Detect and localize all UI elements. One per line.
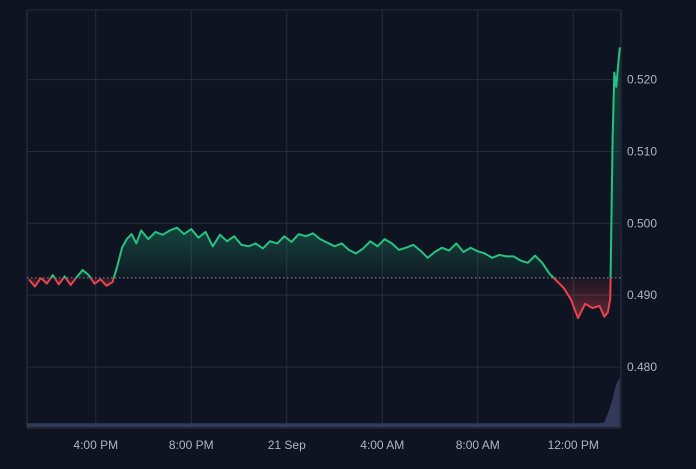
price-line-down <box>89 277 115 287</box>
area-fill-up <box>610 47 620 278</box>
x-axis: 4:00 PM 8:00 PM 21 Sep 4:00 AM 8:00 AM 12:00 … <box>73 438 599 452</box>
x-tick-label: 8:00 PM <box>169 438 214 452</box>
y-tick-label: 0.480 <box>627 360 657 374</box>
x-tick-label: 8:00 AM <box>456 438 500 452</box>
x-tick-label: 4:00 PM <box>73 438 118 452</box>
y-tick-label: 0.510 <box>627 144 657 158</box>
price-line-up <box>609 47 621 278</box>
y-tick-label: 0.520 <box>627 73 657 87</box>
price-line-down <box>40 277 52 285</box>
x-tick-label: 4:00 AM <box>360 438 404 452</box>
price-line-down <box>53 277 65 286</box>
price-line-down <box>64 277 77 287</box>
y-tick-label: 0.490 <box>627 288 657 302</box>
area-fill-up <box>76 269 91 278</box>
y-tick-label: 0.500 <box>627 216 657 230</box>
price-line-up <box>49 274 56 279</box>
x-tick-label: 12:00 PM <box>548 438 599 452</box>
price-line-up <box>75 268 92 279</box>
area-fill-down <box>28 277 41 287</box>
price-line-down <box>28 277 42 288</box>
y-axis: 0.480 0.490 0.500 0.510 0.520 <box>627 73 657 374</box>
price-line-down <box>552 277 612 320</box>
grid-lines <box>26 9 622 429</box>
plot-background <box>27 10 621 428</box>
area-fill-up <box>113 227 554 278</box>
x-tick-label: 21 Sep <box>268 438 306 452</box>
price-line-up <box>112 226 555 279</box>
price-series <box>28 47 621 320</box>
price-line-up <box>62 275 67 279</box>
area-fill-down <box>553 277 611 319</box>
